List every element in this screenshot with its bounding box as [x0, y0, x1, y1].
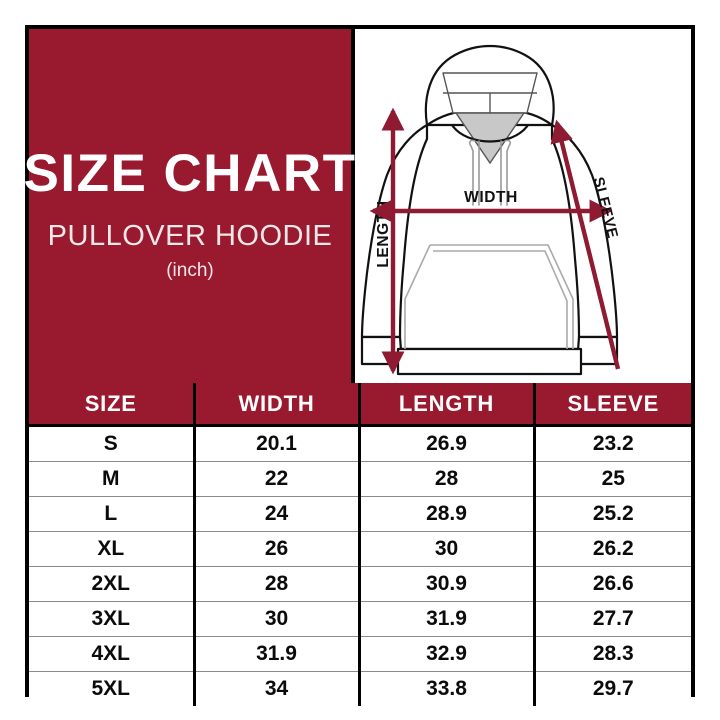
cell-length: 28.9 [359, 496, 536, 532]
cell-width: 22 [194, 461, 361, 497]
measurement-unit-label: (inch) [166, 260, 214, 281]
hoodie-diagram-icon: LENGTH WIDTH SLEEVE [360, 45, 621, 376]
table-row: L 24 28.9 25.2 [29, 496, 691, 532]
cell-size: 2XL [29, 566, 196, 602]
cell-length: 26.9 [359, 425, 536, 462]
width-label: WIDTH [464, 189, 518, 206]
cell-size: L [29, 496, 196, 532]
product-subtitle: PULLOVER HOODIE [47, 220, 333, 252]
cell-size: 3XL [29, 601, 196, 637]
hoodie-illustration-panel: LENGTH WIDTH SLEEVE [355, 29, 687, 383]
cell-size: 4XL [29, 636, 196, 672]
table-row: 2XL 28 30.9 26.6 [29, 566, 691, 602]
cell-length: 28 [359, 461, 536, 497]
cell-width: 24 [194, 496, 361, 532]
table-row: S 20.1 26.9 23.2 [29, 425, 691, 462]
sleeve-measure-arrow [550, 119, 621, 370]
cell-width: 30 [194, 601, 361, 637]
cell-sleeve: 25 [534, 461, 691, 497]
cell-width: 26 [194, 531, 361, 567]
cell-size: XL [29, 531, 196, 567]
column-header-sleeve: SLEEVE [534, 383, 691, 427]
cell-sleeve: 26.6 [534, 566, 691, 602]
cell-sleeve: 27.7 [534, 601, 691, 637]
cell-size: S [29, 425, 196, 462]
table-header-row: SIZE WIDTH LENGTH SLEEVE [29, 383, 691, 427]
page-title: SIZE CHART [23, 144, 357, 203]
cell-length: 31.9 [359, 601, 536, 637]
cell-width: 28 [194, 566, 361, 602]
cell-width: 20.1 [194, 425, 361, 462]
cell-sleeve: 28.3 [534, 636, 691, 672]
cell-sleeve: 23.2 [534, 425, 691, 462]
table-row: 3XL 30 31.9 27.7 [29, 601, 691, 637]
column-header-size: SIZE [29, 383, 196, 427]
size-table: SIZE WIDTH LENGTH SLEEVE S 20.1 26.9 23.… [29, 383, 691, 706]
cell-length: 30 [359, 531, 536, 567]
cell-size: M [29, 461, 196, 497]
cell-length: 33.8 [359, 671, 536, 706]
size-chart-container: SIZE CHART PULLOVER HOODIE (inch) [24, 25, 695, 706]
cell-length: 30.9 [359, 566, 536, 602]
table-row: XL 26 30 26.2 [29, 531, 691, 567]
cell-sleeve: 29.7 [534, 671, 691, 706]
column-header-width: WIDTH [194, 383, 361, 427]
table-row: 5XL 34 33.8 29.7 [29, 671, 691, 706]
table-row: M 22 28 25 [29, 461, 691, 497]
cell-length: 32.9 [359, 636, 536, 672]
cell-sleeve: 26.2 [534, 531, 691, 567]
cell-width: 34 [194, 671, 361, 706]
top-section: SIZE CHART PULLOVER HOODIE (inch) [24, 29, 691, 383]
title-panel: SIZE CHART PULLOVER HOODIE (inch) [24, 29, 355, 383]
kangaroo-pocket [404, 244, 574, 349]
cell-sleeve: 25.2 [534, 496, 691, 532]
cell-size: 5XL [29, 671, 196, 706]
cell-width: 31.9 [194, 636, 361, 672]
column-header-length: LENGTH [359, 383, 536, 427]
table-row: 4XL 31.9 32.9 28.3 [29, 636, 691, 672]
